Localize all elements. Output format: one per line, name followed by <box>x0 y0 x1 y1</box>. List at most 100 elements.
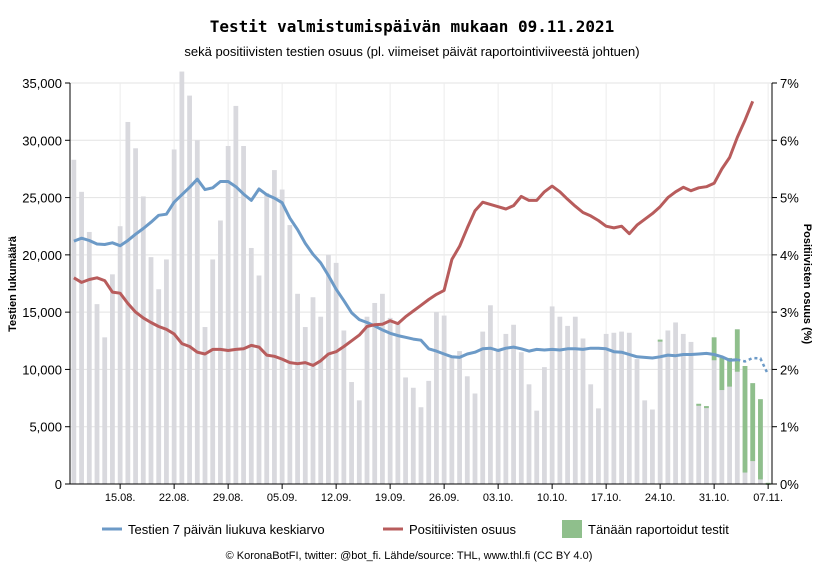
x-tick-label: 15.08. <box>105 492 136 504</box>
bar-total <box>719 357 725 484</box>
footer-credit: © KoronaBotFI, twitter: @bot_fi. Lähde/s… <box>226 550 593 562</box>
y2-tick-label: 7% <box>780 76 799 91</box>
legend-label-avg: Testien 7 päivän liukuva keskiarvo <box>128 522 325 537</box>
bar-total <box>79 191 84 485</box>
bar-total <box>241 146 246 484</box>
bar-total <box>364 316 370 484</box>
bar-total <box>518 352 524 484</box>
y-tick-label: 30,000 <box>22 133 62 148</box>
bar-total <box>333 262 339 484</box>
line-moving-average-projected <box>737 356 770 376</box>
bar-total <box>86 231 92 484</box>
bar-total <box>295 293 300 484</box>
y2-tick-label: 4% <box>780 248 799 263</box>
y-tick-label: 20,000 <box>22 248 62 263</box>
bar-total <box>441 315 447 484</box>
bar-total <box>449 357 455 484</box>
bar-total <box>711 337 717 484</box>
y2-tick-label: 0% <box>780 477 799 492</box>
bar-today <box>696 403 702 406</box>
bar-total <box>650 409 655 484</box>
bar-total <box>511 324 516 484</box>
bar-total <box>140 196 146 484</box>
y2-tick-label: 5% <box>780 191 799 206</box>
bar-total <box>387 317 393 484</box>
x-tick-label: 03.10. <box>483 492 514 504</box>
bar-total <box>488 305 493 484</box>
bar-today <box>719 357 725 391</box>
line-moving-average <box>73 177 738 362</box>
y2-axis-title: Positiivisten osuus (%) <box>801 224 813 345</box>
bar-total <box>704 406 709 484</box>
bar-total <box>164 259 169 484</box>
bar-total <box>318 316 324 484</box>
x-tick-label: 17.10. <box>591 492 622 504</box>
bar-total <box>572 316 578 484</box>
y2-tick-label: 1% <box>780 420 799 435</box>
bar-today <box>750 383 756 462</box>
bar-total <box>526 384 532 484</box>
bar-total <box>619 331 624 484</box>
x-tick-label: 29.08. <box>213 492 244 504</box>
x-tick-label: 22.08. <box>159 492 190 504</box>
bar-total <box>557 316 563 484</box>
bar-total <box>642 400 648 484</box>
bar-total <box>341 330 347 484</box>
bar-total <box>117 226 123 484</box>
bar-total <box>434 312 439 484</box>
bar-total <box>472 393 478 484</box>
bar-total <box>734 329 740 484</box>
bar-total <box>310 297 316 484</box>
legend-label-pos: Positiivisten osuus <box>409 522 516 537</box>
bar-total <box>233 105 239 485</box>
bar-total <box>657 339 663 484</box>
y-tick-label: 15,000 <box>22 305 62 320</box>
bar-total <box>464 376 470 484</box>
y-tick-label: 5,000 <box>29 420 62 435</box>
x-tick-label: 24.10. <box>645 492 676 504</box>
bar-total <box>680 333 686 484</box>
bar-total <box>534 410 540 484</box>
bar-total <box>503 333 509 484</box>
lines <box>73 100 770 376</box>
y2-tick-label: 6% <box>780 133 799 148</box>
tick-labels: 0 5,000 10,000 15,000 20,000 25,000 30,000 35,0… <box>22 76 799 504</box>
chart-subtitle: sekä positiivisten testien osuus (pl. vi… <box>184 44 639 59</box>
bar-total <box>156 289 162 484</box>
bar-today <box>727 357 732 387</box>
bar-today <box>758 399 763 480</box>
bar-total <box>225 146 231 484</box>
chart-title: Testit valmistumispäivän mukaan 09.11.20… <box>210 17 615 36</box>
bar-total <box>673 322 678 484</box>
bar-total <box>395 322 401 484</box>
bar-total <box>457 351 462 484</box>
bar-total <box>264 192 270 484</box>
bar-total <box>727 357 732 484</box>
line-positive-share <box>73 100 755 367</box>
bar-total <box>665 330 671 484</box>
x-tick-label: 10.10. <box>537 492 568 504</box>
bar-total <box>565 325 570 484</box>
bar-total <box>380 293 385 484</box>
legend-label-today: Tänään raportoidut testit <box>588 522 729 537</box>
bar-total <box>549 306 555 484</box>
bar-total <box>218 220 223 484</box>
bar-total <box>94 304 100 484</box>
bar-total <box>202 327 208 484</box>
bars-total <box>71 71 771 485</box>
bar-today <box>704 406 709 409</box>
bar-today <box>734 329 740 372</box>
bar-total <box>194 140 200 485</box>
bar-total <box>580 338 586 484</box>
bar-total <box>102 337 108 484</box>
bar-today <box>742 365 748 473</box>
y2-tick-label: 2% <box>780 362 799 377</box>
bar-total <box>179 71 185 485</box>
bar-total <box>596 408 601 484</box>
legend-swatch-today <box>562 520 582 538</box>
bar-today <box>711 337 717 361</box>
bar-total <box>410 387 416 484</box>
legend: Testien 7 päivän liukuva keskiarvo Posit… <box>102 520 729 538</box>
bar-total <box>287 225 293 484</box>
